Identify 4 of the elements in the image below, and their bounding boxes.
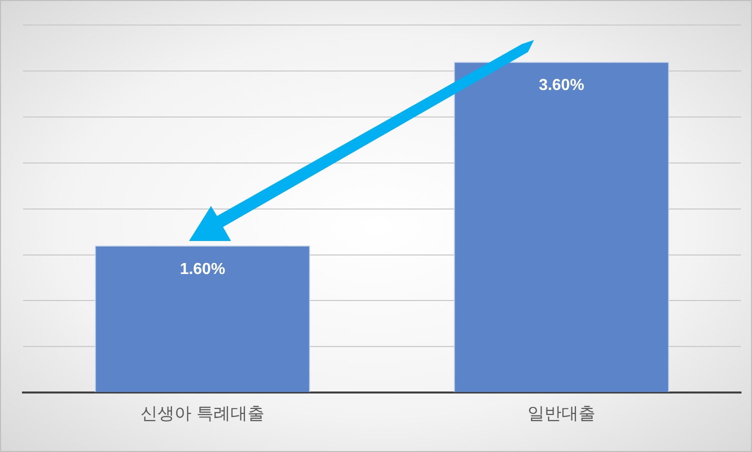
x-tick-label: 신생아 특례대출 (140, 404, 265, 424)
data-label: 3.60% (538, 77, 584, 94)
x-tick-label: 일반대출 (528, 404, 596, 424)
data-label: 1.60% (180, 260, 226, 278)
